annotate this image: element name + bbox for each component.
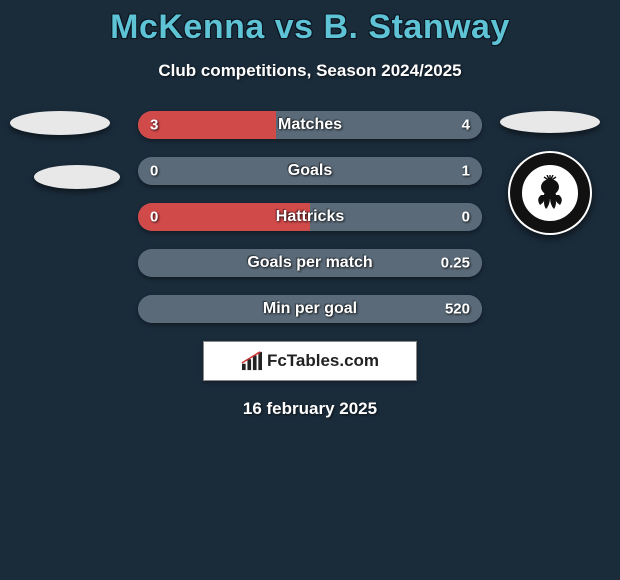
stats-area: PARTICK THISTLE · FOOTBALL CLUB [0,111,620,323]
subtitle: Club competitions, Season 2024/2025 [0,61,620,81]
stat-value-right: 1 [462,163,470,180]
stat-bar: Goals 0 1 [138,157,482,185]
stat-row: Goals per match 0.25 [0,249,620,277]
attribution-text: FcTables.com [267,351,379,371]
date-text: 16 february 2025 [0,399,620,419]
bars-logo-icon [241,351,263,371]
stat-value-left: 0 [150,209,158,226]
stat-value-right: 4 [462,117,470,134]
stat-row: Matches 3 4 [0,111,620,139]
stat-label: Min per goal [263,300,357,318]
attribution-box: FcTables.com [203,341,417,381]
stat-bar-left-fill [138,111,276,139]
page-title: McKenna vs B. Stanway [0,8,620,47]
stat-value-left: 0 [150,163,158,180]
stat-label: Goals [288,162,332,180]
stat-row: Hattricks 0 0 [0,203,620,231]
stat-label: Hattricks [276,208,344,226]
stat-label: Matches [278,116,342,134]
stat-row: Goals 0 1 [0,157,620,185]
stat-value-right: 0 [462,209,470,226]
stat-bar: Hattricks 0 0 [138,203,482,231]
stat-bar: Min per goal 520 [138,295,482,323]
stat-value-right: 520 [445,301,470,318]
stat-label: Goals per match [247,254,372,272]
stat-row: Min per goal 520 [0,295,620,323]
stat-value-left: 3 [150,117,158,134]
comparison-card: McKenna vs B. Stanway Club competitions,… [0,0,620,580]
stat-bar: Goals per match 0.25 [138,249,482,277]
stat-bar: Matches 3 4 [138,111,482,139]
stat-value-right: 0.25 [441,255,470,272]
